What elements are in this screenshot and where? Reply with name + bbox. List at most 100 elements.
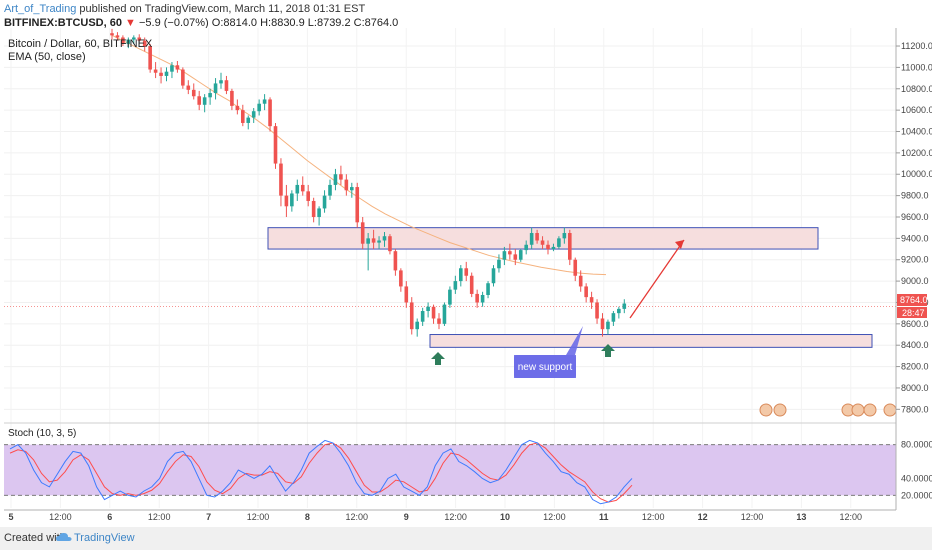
candle-body — [491, 268, 496, 284]
candle — [186, 80, 191, 95]
candle — [202, 94, 207, 113]
candle — [437, 313, 441, 330]
candle — [404, 281, 409, 308]
x-tick-label: 6 — [107, 512, 112, 522]
candle-body — [202, 97, 207, 105]
y-tick-label: 11000.0 — [901, 62, 932, 72]
candle — [513, 249, 518, 266]
candle — [382, 231, 387, 247]
x-tick-label: 8 — [305, 512, 310, 522]
candle — [257, 99, 261, 116]
candle — [170, 62, 174, 79]
candle-body — [622, 303, 627, 309]
candle — [562, 227, 567, 244]
candle — [251, 108, 256, 123]
candle-body — [251, 111, 256, 118]
candle-body — [246, 117, 251, 123]
candle-body — [142, 40, 147, 47]
candle — [110, 28, 114, 40]
candle-body — [469, 275, 474, 294]
candle — [540, 236, 545, 250]
candle-body — [388, 236, 392, 252]
candle — [241, 104, 245, 127]
candle-body — [584, 286, 588, 298]
candle — [448, 286, 452, 308]
candle-body — [344, 179, 349, 191]
change-value: −5.9 (−0.07%) — [138, 17, 209, 29]
y-tick-label: 8600.0 — [901, 319, 929, 329]
candle — [181, 67, 185, 89]
candle — [311, 197, 316, 223]
candle-body — [164, 71, 169, 76]
candle-body — [573, 259, 578, 276]
callout-bubble: new support — [514, 326, 583, 378]
x-tick-label: 12:00 — [840, 512, 863, 522]
y-tick-label: 8200.0 — [901, 362, 929, 372]
candle — [355, 182, 360, 228]
candle-body — [197, 96, 201, 105]
candle — [415, 318, 419, 337]
candle-body — [126, 39, 131, 44]
candle-body — [600, 318, 605, 330]
candle-body — [420, 311, 425, 322]
candle-body — [181, 69, 185, 86]
candle — [584, 283, 588, 303]
x-tick-label: 12:00 — [247, 512, 270, 522]
candle — [317, 206, 321, 226]
y-tick-label: 8000.0 — [901, 383, 929, 393]
candle — [235, 99, 240, 115]
candle-body — [437, 318, 441, 324]
candle-body — [230, 90, 234, 106]
candle-body — [186, 85, 191, 90]
candle — [617, 306, 621, 319]
candle — [279, 158, 283, 207]
candle-body — [153, 69, 158, 73]
candle-body — [311, 200, 316, 217]
up-arrow-icon — [431, 352, 445, 365]
candle — [246, 115, 251, 130]
stoch-k-line — [9, 439, 633, 505]
tradingview-brand[interactable]: TradingView — [74, 532, 135, 544]
candle-body — [617, 308, 621, 314]
candle-body — [121, 37, 125, 44]
candle — [442, 302, 447, 326]
callout-text: new support — [518, 362, 573, 373]
candle — [475, 289, 479, 308]
candle — [524, 240, 528, 255]
candle-body — [589, 297, 594, 303]
candle-body — [208, 93, 212, 98]
candle — [611, 311, 616, 326]
annotations — [431, 239, 685, 365]
candle-body — [459, 268, 463, 282]
candle-body — [448, 289, 452, 305]
stoch-band — [4, 444, 896, 496]
candle-body — [562, 233, 567, 239]
y-tick-label: 9400.0 — [901, 233, 929, 243]
candle — [529, 227, 534, 250]
candle-body — [175, 65, 180, 70]
candle-body — [317, 208, 321, 217]
target-arrowhead — [675, 240, 684, 249]
publish-line: Art_of_Trading published on TradingView.… — [4, 3, 365, 15]
candle — [126, 37, 131, 49]
candle-body — [377, 240, 381, 243]
candle — [573, 257, 578, 282]
candle — [208, 88, 212, 105]
grid — [4, 28, 896, 508]
candle — [350, 182, 354, 198]
candle-body — [191, 89, 196, 97]
ema-legend[interactable]: EMA (50, close) — [8, 51, 86, 63]
candle-body — [115, 35, 120, 38]
last-price-tag: 8764.0 — [900, 295, 928, 305]
candle-body — [524, 244, 528, 251]
x-tick-label: 10 — [500, 512, 510, 522]
candle — [459, 265, 463, 287]
candle — [153, 62, 158, 79]
author-link[interactable]: Art_of_Trading — [4, 3, 77, 15]
candle-body — [213, 83, 218, 94]
candle-body — [568, 233, 572, 260]
candle — [366, 233, 370, 271]
chart-area[interactable]: new support 20.0000 40.0000 80.0000 7800.0… — [0, 28, 932, 527]
stoch-legend[interactable]: Stoch (10, 3, 5) — [8, 428, 77, 439]
candle — [420, 307, 425, 326]
